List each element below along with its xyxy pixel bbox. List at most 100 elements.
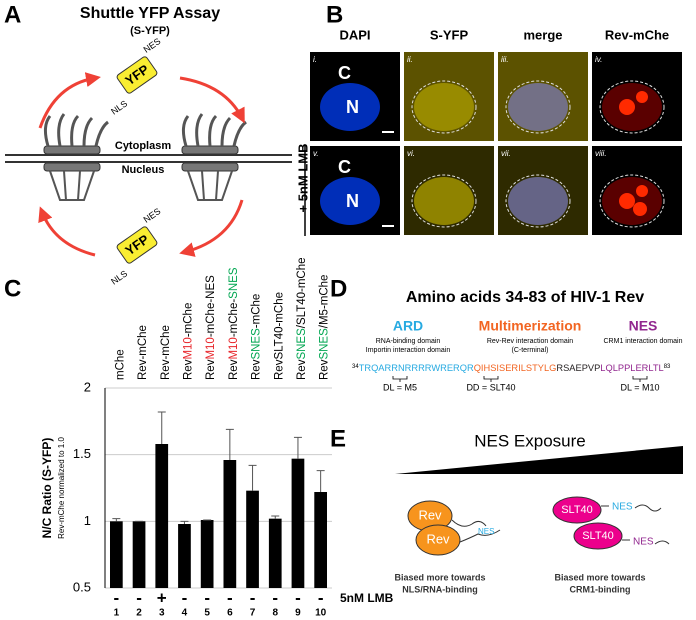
panel-d: Amino acids 34-83 of HIV-1 Rev ARD RNA-b… bbox=[352, 289, 683, 392]
nucleolus bbox=[619, 99, 635, 115]
error-bar bbox=[271, 515, 280, 519]
nucleolus bbox=[619, 193, 635, 209]
cyto-label: C bbox=[338, 63, 351, 83]
x-tick-label: RevSNES/SLT40-mChe bbox=[296, 257, 308, 380]
treatment: - bbox=[182, 588, 188, 607]
label-part: -mChe bbox=[251, 294, 263, 329]
caption: CRM1-binding bbox=[570, 584, 631, 594]
bar-number: 3 bbox=[159, 608, 165, 619]
nes-label: NES bbox=[142, 36, 163, 55]
title: Amino acids 34-83 of HIV-1 Rev bbox=[406, 289, 644, 306]
label-part: Rev-mChe bbox=[160, 325, 172, 380]
mutation: DD = SLT40 bbox=[466, 382, 515, 392]
bar bbox=[291, 458, 305, 588]
outline bbox=[411, 174, 477, 228]
bar bbox=[109, 521, 123, 588]
seq-part: QIHSISERILSTYLG bbox=[474, 363, 557, 373]
panel-c: N/C Ratio (S-YFP) Rev-mChe normalized to… bbox=[40, 257, 393, 618]
domain-name: NES bbox=[629, 318, 658, 334]
title: NES Exposure bbox=[474, 431, 586, 450]
x-tick-label: RevSNES/M5-mChe bbox=[319, 275, 331, 380]
x-tick-label: RevSLT40-mChe bbox=[273, 292, 285, 380]
caption: Biased more towards bbox=[554, 572, 645, 582]
domain-desc: RNA-binding domain bbox=[376, 338, 441, 345]
bar bbox=[132, 521, 146, 588]
nucleus bbox=[508, 83, 568, 131]
domain-desc: (C-terminal) bbox=[512, 347, 549, 354]
panel-label: A bbox=[4, 1, 21, 28]
nucleolus bbox=[633, 202, 647, 216]
sequence: 34TRQARRNRRRRWRERQRQIHSISERILSTYLGRSAEPV… bbox=[352, 363, 671, 373]
numeral: viii. bbox=[595, 149, 607, 158]
x-tick-label: RevM10-mChe-NES bbox=[205, 275, 217, 380]
panel-a: Shuttle YFP Assay (S-YFP) Cytoplasm Nucl… bbox=[5, 5, 292, 287]
numeral: vi. bbox=[407, 149, 415, 158]
label-part: Rev bbox=[296, 359, 308, 380]
column-header: Rev-mChe bbox=[605, 27, 669, 42]
label-part: RevSLT40-mChe bbox=[273, 292, 285, 380]
nucleolus bbox=[636, 185, 648, 197]
bar bbox=[246, 490, 259, 588]
column-header: S-YFP bbox=[430, 27, 469, 42]
nucleus-label: Nucleus bbox=[122, 164, 165, 176]
seq-end: 83 bbox=[664, 364, 671, 370]
nes-label: NES bbox=[478, 527, 494, 536]
caption: NLS/RNA-binding bbox=[402, 584, 478, 594]
domain-desc: CRM1 interaction domain bbox=[604, 338, 683, 345]
treatment: - bbox=[250, 588, 256, 607]
y-axis-label: N/C Ratio (S-YFP) bbox=[40, 438, 54, 539]
nucleus bbox=[414, 83, 474, 131]
seq-part: LQLPPLERLTL bbox=[600, 363, 663, 373]
subtitle: (S-YFP) bbox=[130, 25, 170, 37]
bar-number: 6 bbox=[227, 608, 233, 619]
error-bar bbox=[316, 470, 325, 492]
x-tick-label: Rev-mChe bbox=[137, 325, 149, 380]
label-part: SNES bbox=[251, 328, 263, 360]
nucleus bbox=[320, 177, 380, 225]
treatment: - bbox=[114, 588, 120, 607]
bar bbox=[268, 518, 282, 588]
outline bbox=[411, 80, 477, 134]
error-bar bbox=[248, 464, 257, 491]
bar bbox=[178, 524, 191, 588]
label-part: -mChe bbox=[182, 303, 194, 338]
domain-desc: Rev-Rev interaction domain bbox=[487, 338, 573, 345]
rev-label: Rev bbox=[426, 531, 450, 546]
numeral: iii. bbox=[501, 55, 509, 64]
column-header: DAPI bbox=[339, 27, 370, 42]
seq-part: TRQARRNRRRRWRERQR bbox=[359, 363, 474, 373]
nucleolus bbox=[636, 91, 648, 103]
panel-label: B bbox=[326, 1, 343, 28]
error-bar bbox=[157, 411, 166, 444]
x-tick-label: mChe bbox=[114, 349, 126, 380]
nuc-label: N bbox=[346, 97, 359, 117]
nucleus bbox=[414, 177, 474, 225]
nuc-label: N bbox=[346, 191, 359, 211]
bar-number: 5 bbox=[204, 608, 210, 619]
domain-name: Multimerization bbox=[479, 318, 582, 334]
treatment-label: 5nM LMB bbox=[340, 591, 394, 605]
slt40-label: SLT40 bbox=[582, 530, 614, 542]
treatment: - bbox=[204, 588, 210, 607]
x-tick-label: RevSNES-mChe bbox=[251, 294, 263, 380]
bar bbox=[314, 492, 328, 588]
bar-number: 4 bbox=[182, 608, 188, 619]
slt40-label: SLT40 bbox=[561, 504, 593, 516]
numeral: vii. bbox=[501, 149, 511, 158]
nls-label: NLS bbox=[109, 98, 129, 116]
label-part: M10 bbox=[228, 337, 240, 359]
error-bar bbox=[293, 436, 302, 459]
label-part: Rev bbox=[228, 359, 240, 380]
panel-label: E bbox=[330, 425, 346, 452]
label-part: /SLT40-mChe bbox=[296, 257, 308, 328]
nls-label: NLS bbox=[109, 268, 129, 286]
outline bbox=[505, 174, 571, 228]
seq-part: RSAEPVP bbox=[556, 363, 600, 373]
label-part: -mChe-NES bbox=[205, 275, 217, 337]
y-tick-label: 0.5 bbox=[73, 579, 91, 594]
panel-e: NES Exposure Rev Rev NES SLT40 SLT40 NES… bbox=[394, 431, 683, 594]
rev-label: Rev bbox=[418, 507, 442, 522]
cytoplasm-label: Cytoplasm bbox=[115, 140, 171, 152]
numeral: iv. bbox=[595, 55, 602, 64]
